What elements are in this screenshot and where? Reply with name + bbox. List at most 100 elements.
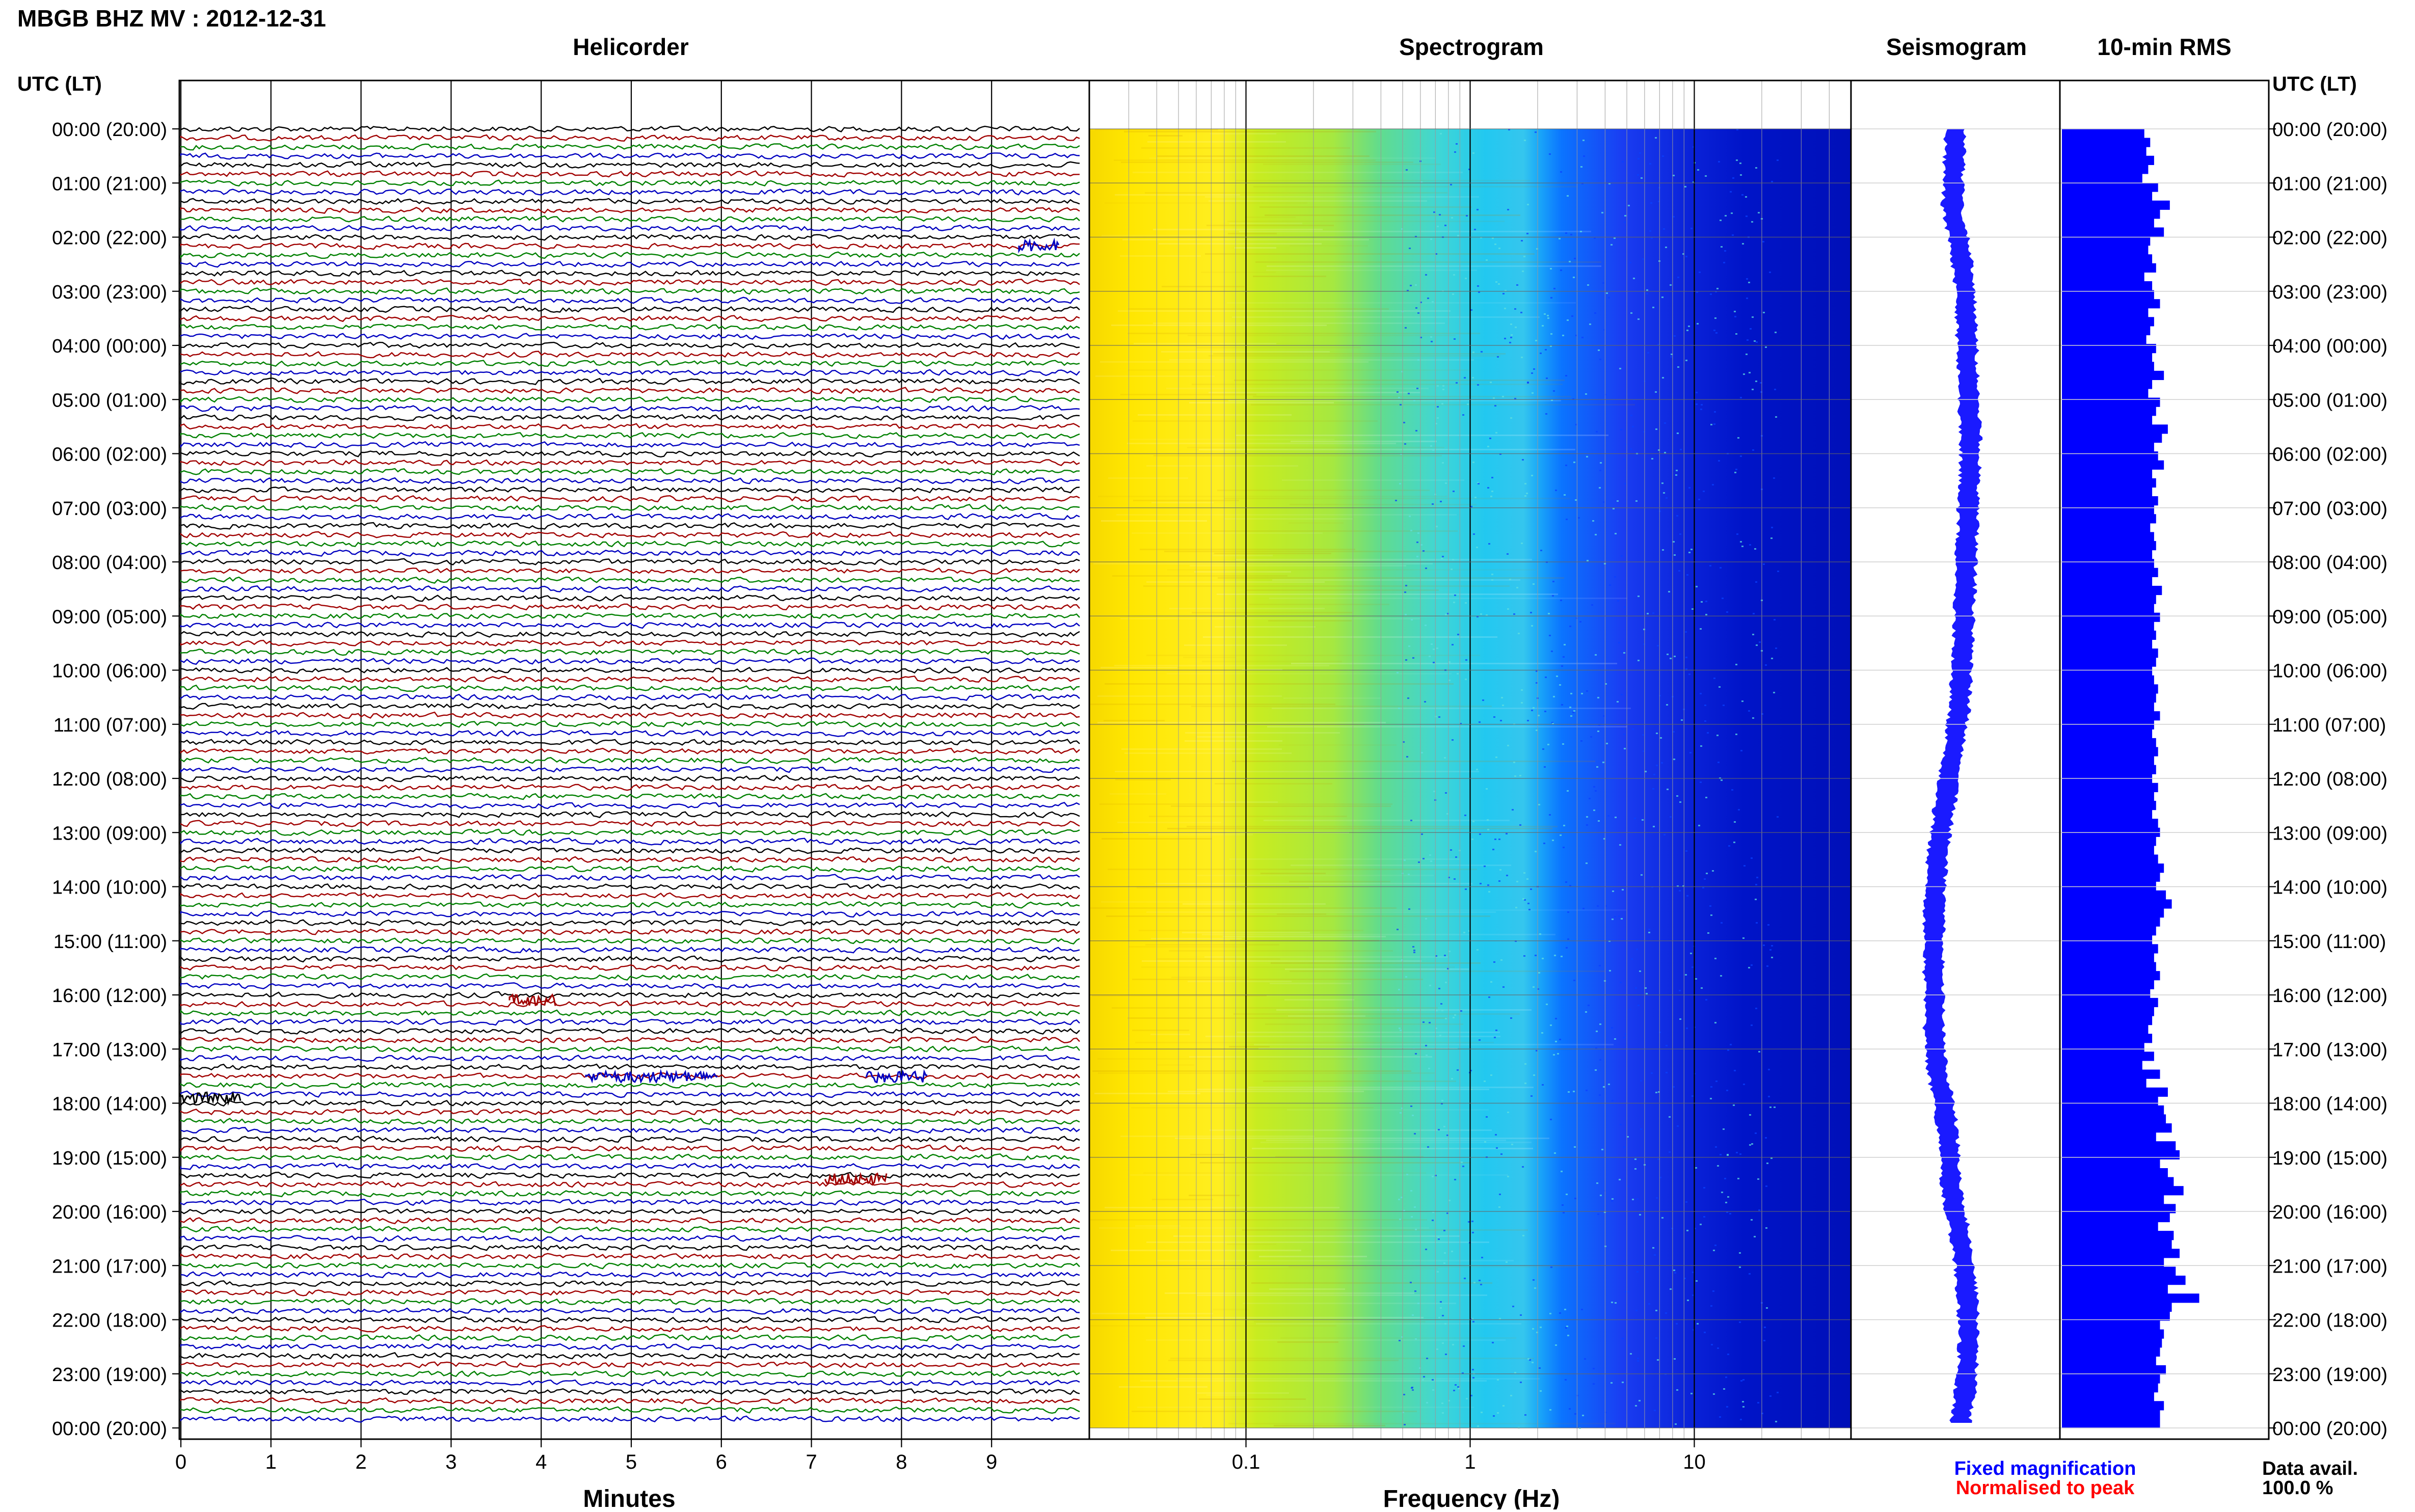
rms-bar [2062, 505, 2154, 515]
spectrogram-speckle [1417, 312, 1419, 314]
time-label-left: 07:00 (03:00) [52, 498, 167, 520]
spectrogram-texture [1221, 801, 1278, 803]
spectrogram-speckle [1437, 226, 1439, 227]
spectrogram-speckle [1765, 346, 1767, 348]
spectrogram-speckle [1662, 377, 1664, 379]
spectrogram-speckle [1502, 705, 1504, 706]
time-label-right: 19:00 (15:00) [2272, 1148, 2387, 1169]
helicorder-trace [180, 730, 1080, 737]
spectrogram-speckle [1403, 1394, 1405, 1395]
spectrogram-speckle [1696, 586, 1698, 587]
spectrogram-speckle [1755, 381, 1757, 382]
spectrogram-speckle [1646, 993, 1648, 994]
spectrogram-speckle [1705, 614, 1707, 615]
rms-bar [2062, 129, 2144, 139]
helicorder-trace [180, 242, 1080, 250]
spectrogram-speckle [1748, 967, 1750, 968]
spectrogram-texture [1115, 779, 1171, 780]
spectrogram-texture [1289, 522, 1344, 524]
spectrogram-texture [1130, 1174, 1508, 1176]
spectrogram-speckle [1479, 721, 1481, 723]
helicorder-trace [180, 847, 1080, 854]
spectrogram-speckle [1457, 1069, 1459, 1071]
spectrogram-speckle [1578, 517, 1580, 519]
spectrogram-speckle [1630, 1353, 1632, 1355]
rms-bar [2062, 800, 2156, 811]
spectrogram-speckle [1775, 647, 1777, 649]
spectrogram-speckle [1599, 1023, 1601, 1025]
spectrogram-texture [1171, 977, 1249, 978]
spectrogram-speckle [1652, 307, 1654, 308]
time-label-left: 09:00 (05:00) [52, 606, 167, 628]
spectrogram-speckle [1563, 1212, 1565, 1213]
spectrogram-speckle [1621, 728, 1623, 730]
spectrogram-speckle [1515, 940, 1517, 942]
spectrogram-speckle [1568, 1091, 1570, 1093]
left-axis-label: UTC (LT) [17, 73, 102, 95]
spectrogram-texture [1097, 722, 1386, 723]
spectrogram-speckle [1755, 1008, 1757, 1009]
spectrogram-speckle [1527, 720, 1529, 721]
spectrogram-speckle [1608, 297, 1610, 299]
spectrogram-speckle [1510, 417, 1512, 419]
spectrogram-speckle [1435, 716, 1437, 717]
rms-bar [2062, 155, 2154, 165]
spectrogram-speckle [1661, 482, 1663, 484]
spectrogram-speckle [1398, 397, 1400, 398]
spectrogram-texture [1188, 335, 1456, 336]
time-label-right: 06:00 (02:00) [2272, 444, 2387, 466]
spectrogram-speckle [1633, 278, 1635, 279]
spectrogram-speckle [1526, 878, 1528, 880]
spectrogram-speckle [1607, 815, 1609, 817]
spectrogram-speckle [1712, 1290, 1714, 1292]
spectrogram-speckle [1487, 487, 1489, 489]
helicorder-trace [180, 1153, 1080, 1161]
spectrogram-speckle [1692, 608, 1694, 610]
spectrogram-texture [1167, 673, 1452, 674]
spectrogram-speckle [1763, 1340, 1765, 1341]
rms-bar [2062, 478, 2156, 488]
spectrogram-speckle [1748, 282, 1750, 283]
spectrogram-speckle [1635, 1405, 1637, 1407]
spectrogram-texture [1152, 1199, 1213, 1200]
spectrogram-speckle [1746, 354, 1748, 355]
time-label-right: 23:00 (19:00) [2272, 1364, 2387, 1386]
spectrogram-speckle [1637, 174, 1639, 176]
spectrogram-speckle [1572, 398, 1574, 400]
helicorder-trace [180, 1118, 1080, 1125]
spectrogram-speckle [1761, 713, 1763, 715]
spectrogram-speckle [1454, 151, 1456, 153]
spectrogram-speckle [1721, 1192, 1723, 1193]
rms-bar [2062, 747, 2158, 757]
spectrogram-speckle [1765, 1227, 1767, 1229]
spectrogram-speckle [1555, 1344, 1557, 1346]
helicorder-event [824, 1172, 888, 1186]
spectrogram-speckle [1712, 484, 1714, 485]
time-label-right: 18:00 (14:00) [2272, 1094, 2387, 1115]
spectrogram-speckle [1527, 382, 1529, 384]
spectrogram-texture [1105, 202, 1307, 204]
spectrogram-speckle [1456, 143, 1458, 145]
spectrogram-speckle [1544, 711, 1546, 712]
spectrogram-speckle [1448, 661, 1451, 663]
spectrogram-speckle [1498, 248, 1500, 249]
spectrogram-speckle [1603, 501, 1605, 503]
spectrogram-texture [1131, 1107, 1374, 1109]
spectrogram-speckle [1439, 1035, 1441, 1036]
spectrogram-texture [1090, 704, 1335, 705]
spectrogram-speckle [1711, 1344, 1713, 1345]
spectrogram-speckle [1452, 559, 1454, 560]
helicorder-trace [180, 1379, 1080, 1387]
spectrogram-texture [1197, 1089, 1489, 1090]
spectrogram-speckle [1721, 779, 1723, 781]
spectrogram-speckle [1766, 1163, 1768, 1164]
spectrogram-speckle [1662, 549, 1664, 551]
spectrogram-texture [1190, 565, 1406, 566]
spectrogram-speckle [1652, 1247, 1654, 1249]
spectrogram-speckle [1435, 955, 1437, 957]
spectrogram-speckle [1495, 1030, 1497, 1031]
spectrogram-texture [1185, 740, 1282, 742]
spectrogram-speckle [1721, 246, 1723, 248]
spectrogram-speckle [1606, 743, 1608, 744]
helicorder-trace [180, 468, 1080, 475]
